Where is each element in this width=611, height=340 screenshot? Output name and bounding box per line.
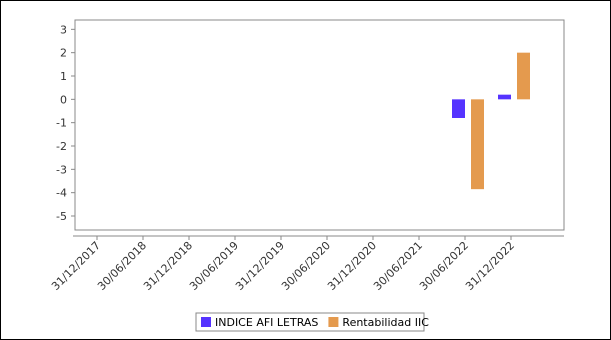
x-tick-label: 31/12/2022 bbox=[463, 239, 517, 293]
legend-swatch bbox=[328, 317, 339, 327]
plot-area bbox=[74, 19, 565, 231]
legend-box bbox=[195, 312, 425, 332]
y-tick-label: -1 bbox=[56, 117, 67, 130]
legend-label: INDICE AFI LETRAS bbox=[215, 316, 318, 329]
legend-swatch bbox=[201, 317, 211, 327]
bars bbox=[452, 52, 530, 190]
y-tick-label: -2 bbox=[56, 140, 67, 153]
legend: INDICE AFI LETRAS Rentabilidad IIC bbox=[195, 312, 429, 332]
bar-indice-afi-letras bbox=[498, 94, 511, 100]
y-tick-label: -4 bbox=[56, 187, 67, 200]
bar-rentabilidad-iic bbox=[471, 99, 484, 190]
y-tick-label: 1 bbox=[60, 70, 67, 83]
legend-label: Rentabilidad IIC bbox=[342, 316, 429, 329]
y-tick-label: -3 bbox=[56, 163, 67, 176]
bar-rentabilidad-iic bbox=[517, 52, 530, 100]
y-axis: 3 2 1 0 -1 -2 -3 -4 -5 bbox=[56, 23, 75, 223]
y-tick-label: 3 bbox=[60, 23, 67, 36]
bar-indice-afi-letras bbox=[452, 99, 465, 118]
y-tick-label: -5 bbox=[56, 210, 67, 223]
y-tick-label: 0 bbox=[60, 93, 67, 106]
x-axis: 31/12/201730/06/201831/12/201830/06/2019… bbox=[49, 235, 564, 293]
y-tick-label: 2 bbox=[60, 47, 67, 60]
